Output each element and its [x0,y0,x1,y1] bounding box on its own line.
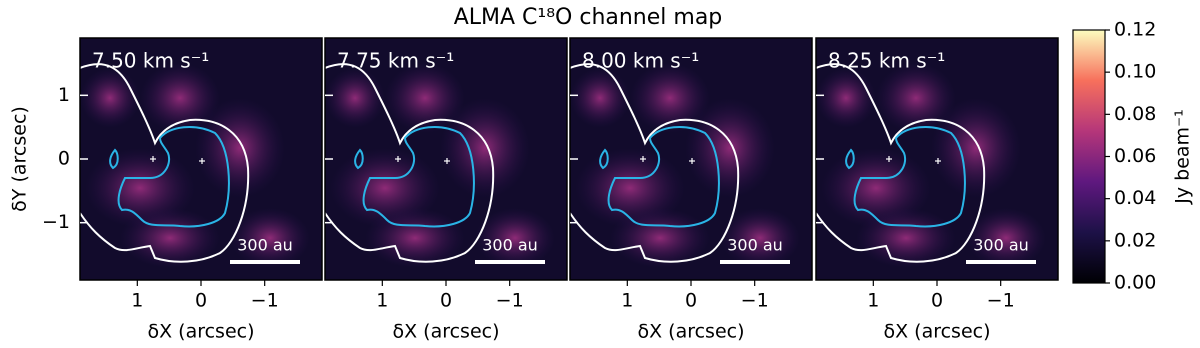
figure-title: ALMA C¹⁸O channel map [454,5,723,30]
panel-title: 7.50 km s⁻¹ [92,49,209,73]
colorbar-tick-label: 0.08 [1114,103,1156,125]
x-tick-label: −1 [251,290,279,312]
colorbar [1072,29,1106,284]
y-axis-label: δY (arcsec) [9,106,31,212]
panel-title: 8.00 km s⁻¹ [582,49,699,73]
x-tick-label: 0 [931,290,943,312]
x-axis-label: δX (arcsec) [147,321,254,343]
x-tick-label: 1 [867,290,879,312]
scale-bar-label: 300 au [237,236,293,255]
colorbar-tick-label: 0.02 [1114,229,1156,251]
scale-bar-label: 300 au [973,236,1029,255]
colorbar-tick-label: 0.04 [1114,187,1156,209]
panel-title: 7.75 km s⁻¹ [337,49,454,73]
x-tick-label: 1 [131,290,143,312]
x-tick-label: 0 [440,290,452,312]
x-tick-label: −1 [741,290,769,312]
scale-bar-label: 300 au [482,236,538,255]
colorbar-tick-label: 0.10 [1114,61,1156,83]
colorbar-label: Jy beam⁻¹ [1172,109,1194,204]
panel-title: 8.25 km s⁻¹ [828,49,945,73]
y-tick-label: −1 [42,211,70,233]
colorbar-tick-label: 0.00 [1114,272,1156,294]
scale-bar-label: 300 au [727,236,783,255]
y-tick-label: 1 [58,84,70,106]
colorbar-tick-label: 0.06 [1114,145,1156,167]
x-tick-label: 0 [195,290,207,312]
x-axis-label: δX (arcsec) [637,321,744,343]
x-tick-label: −1 [987,290,1015,312]
x-tick-label: 1 [621,290,633,312]
x-axis-label: δX (arcsec) [883,321,990,343]
x-tick-label: 1 [376,290,388,312]
x-axis-label: δX (arcsec) [392,321,499,343]
x-tick-label: 0 [685,290,697,312]
x-tick-label: −1 [496,290,524,312]
colorbar-tick-label: 0.12 [1114,19,1156,41]
y-tick-label: 0 [58,148,70,170]
